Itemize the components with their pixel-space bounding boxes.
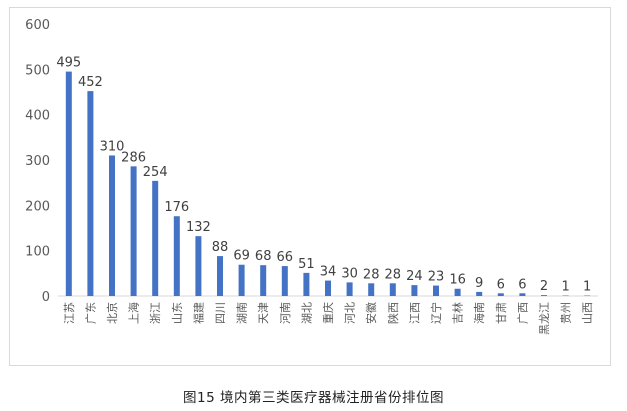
x-tick-label: 湖南 — [236, 302, 249, 324]
x-tick-label: 辽宁 — [429, 302, 443, 324]
data-label: 23 — [428, 270, 445, 285]
bar — [195, 236, 202, 296]
data-label: 88 — [212, 240, 229, 255]
bar — [454, 288, 461, 296]
x-tick-label: 江苏 — [63, 302, 76, 324]
y-tick-label: 600 — [25, 18, 50, 33]
y-tick-label: 400 — [25, 109, 50, 124]
bar — [368, 283, 375, 296]
data-label: 286 — [121, 150, 146, 165]
data-label: 6 — [497, 277, 505, 292]
data-label: 254 — [143, 165, 168, 180]
y-tick-label: 300 — [25, 154, 50, 169]
bar — [65, 71, 72, 296]
data-label: 9 — [475, 276, 483, 291]
bar — [130, 166, 137, 296]
x-tick-label: 山东 — [171, 302, 184, 324]
bar — [217, 256, 223, 296]
data-label: 28 — [385, 267, 402, 282]
x-tick-label: 吉林 — [451, 302, 465, 324]
bar — [476, 291, 483, 296]
bar-chart: 0100200300400500600495江苏452广东310北京286上海2… — [25, 18, 598, 335]
data-label: 2 — [540, 279, 548, 294]
x-tick-label: 陕西 — [386, 302, 400, 324]
data-label: 34 — [320, 265, 337, 280]
data-label: 6 — [518, 277, 526, 292]
data-label: 176 — [164, 200, 189, 215]
x-tick-label: 浙江 — [149, 302, 162, 324]
y-tick-label: 0 — [42, 290, 50, 305]
x-tick-label: 贵州 — [560, 302, 573, 324]
bar — [433, 285, 439, 296]
bar — [109, 155, 115, 296]
x-tick-label: 山西 — [581, 302, 594, 324]
figure-caption: 图15 境内第三类医疗器械注册省份排位图 — [183, 390, 444, 406]
bar — [411, 285, 418, 296]
x-tick-label: 安徽 — [364, 302, 378, 324]
x-tick-label: 四川 — [214, 302, 227, 324]
x-tick-label: 湖北 — [300, 302, 313, 324]
x-tick-label: 甘肃 — [495, 302, 508, 324]
bar — [346, 282, 353, 296]
data-label: 452 — [78, 75, 103, 90]
x-tick-label: 广西 — [516, 302, 529, 324]
data-label: 132 — [186, 220, 211, 235]
data-label: 1 — [561, 280, 569, 295]
x-tick-label: 海南 — [472, 302, 486, 324]
bar — [281, 266, 288, 296]
x-tick-label: 黑龙江 — [538, 302, 551, 335]
bar — [260, 265, 267, 296]
data-label: 1 — [583, 280, 591, 295]
data-label: 310 — [100, 139, 125, 154]
bar — [389, 283, 396, 296]
bar — [303, 272, 310, 296]
x-tick-label: 北京 — [105, 302, 119, 324]
data-label: 24 — [406, 269, 423, 284]
bar — [173, 216, 180, 296]
data-label: 30 — [341, 266, 358, 281]
data-label: 16 — [449, 273, 466, 288]
data-label: 51 — [298, 257, 315, 272]
x-tick-label: 上海 — [127, 302, 141, 324]
bar — [238, 264, 245, 296]
y-tick-label: 100 — [25, 245, 50, 260]
data-label: 66 — [277, 250, 294, 265]
x-tick-label: 天津 — [257, 302, 270, 324]
bar — [152, 180, 159, 296]
bar — [519, 293, 526, 296]
x-tick-label: 广东 — [84, 302, 97, 324]
bar — [87, 91, 94, 297]
x-tick-label: 福建 — [191, 302, 205, 324]
data-label: 69 — [233, 249, 250, 264]
bar — [497, 293, 504, 296]
x-tick-label: 重庆 — [321, 302, 335, 324]
x-tick-label: 河北 — [344, 302, 357, 324]
x-tick-label: 江西 — [408, 302, 421, 324]
bar — [541, 295, 547, 296]
data-label: 68 — [255, 249, 272, 264]
data-label: 28 — [363, 267, 380, 282]
y-tick-label: 200 — [25, 199, 50, 214]
y-tick-label: 500 — [25, 63, 50, 78]
data-label: 495 — [56, 56, 81, 71]
x-tick-label: 河南 — [279, 302, 292, 324]
bar — [325, 280, 331, 296]
